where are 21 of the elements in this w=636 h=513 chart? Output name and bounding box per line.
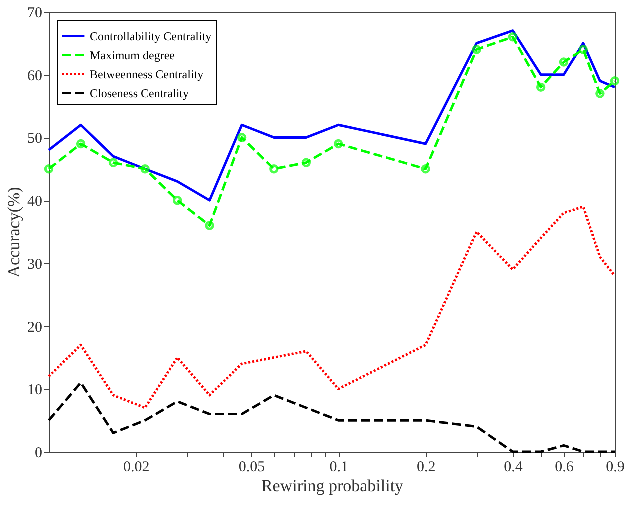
- y-tick-label: 60: [28, 68, 42, 84]
- legend-label: Closeness Centrality: [90, 86, 189, 100]
- y-tick-label: 0: [35, 446, 42, 462]
- x-tick-label: 0.2: [416, 460, 436, 476]
- y-tick-label: 70: [28, 6, 42, 22]
- x-tick-label: 0.4: [504, 460, 524, 476]
- x-tick-label: 0.02: [124, 460, 150, 476]
- x-tick-label: 0.1: [330, 460, 348, 476]
- x-axis-title: Rewiring probability: [261, 476, 404, 496]
- legend-label: Controllability Centrality: [90, 30, 212, 44]
- y-axis-title: Accuracy(%): [4, 187, 24, 278]
- x-tick-label: 0.9: [606, 460, 625, 476]
- x-tick-label: 0.05: [238, 460, 266, 476]
- y-tick-label: 10: [28, 382, 42, 399]
- y-tick-label: 40: [28, 194, 42, 210]
- y-tick-label: 30: [28, 256, 42, 273]
- x-tick-label: 0.6: [555, 460, 574, 476]
- y-tick-label: 50: [28, 131, 42, 148]
- legend-label: Betweenness Centrality: [90, 68, 204, 82]
- y-tick-label: 20: [28, 320, 42, 336]
- legend-label: Maximum degree: [90, 48, 175, 62]
